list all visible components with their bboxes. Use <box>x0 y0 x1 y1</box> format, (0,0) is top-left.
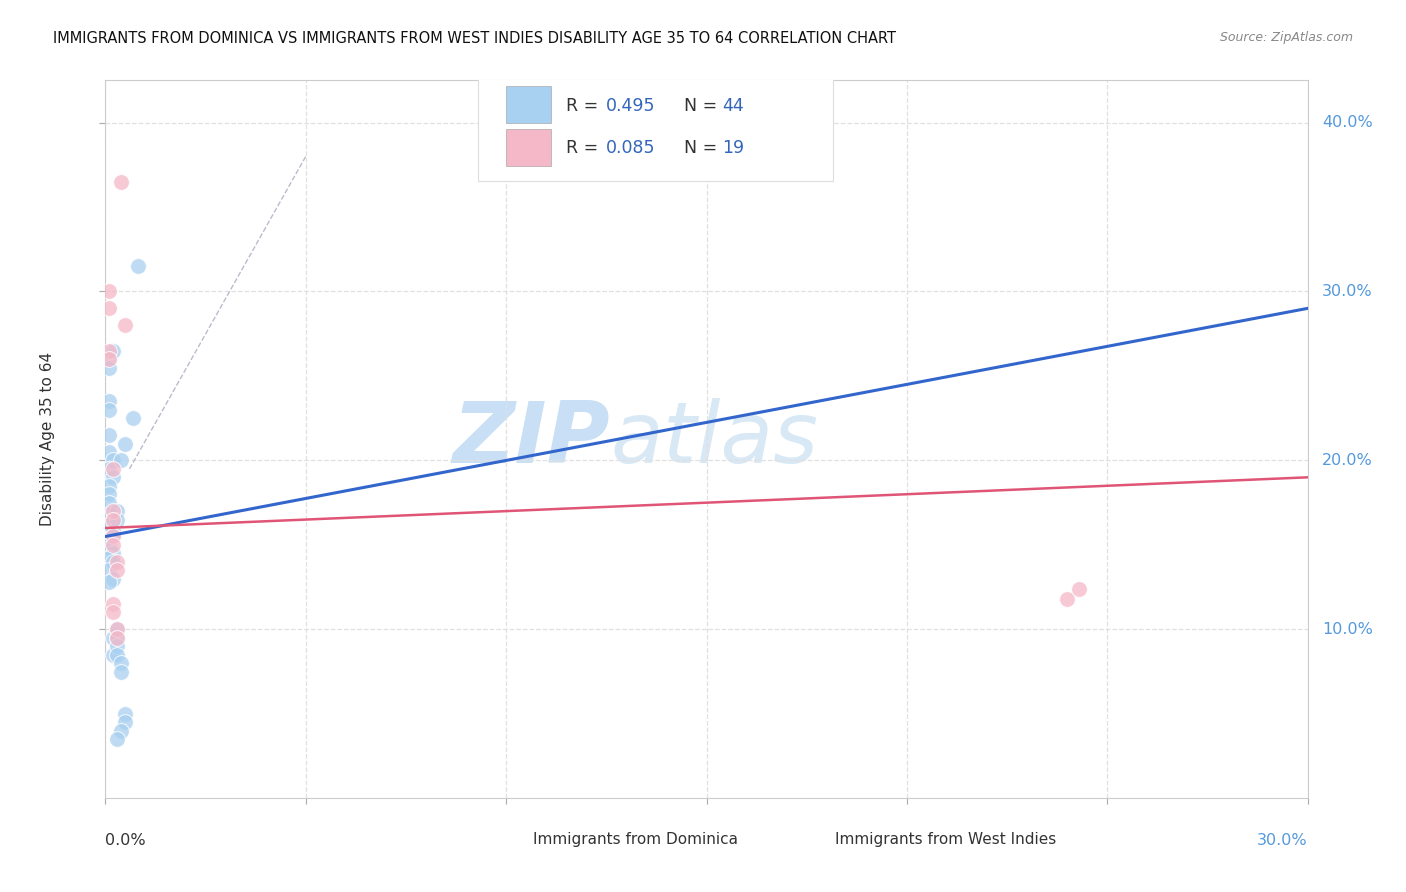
Text: Immigrants from West Indies: Immigrants from West Indies <box>835 831 1056 847</box>
Text: R =: R = <box>565 139 603 158</box>
Point <box>107 640 129 654</box>
Point <box>110 175 132 189</box>
Point <box>98 285 121 299</box>
Text: 40.0%: 40.0% <box>1322 115 1372 130</box>
Text: 0.495: 0.495 <box>606 97 655 115</box>
Point <box>98 352 121 367</box>
FancyBboxPatch shape <box>506 129 551 167</box>
Point <box>114 715 136 730</box>
Point <box>107 648 129 662</box>
Point <box>103 538 125 552</box>
Point <box>98 352 121 367</box>
Text: 44: 44 <box>723 97 744 115</box>
Text: Disability Age 35 to 64: Disability Age 35 to 64 <box>41 352 55 526</box>
Point <box>98 479 121 493</box>
Point <box>98 517 121 532</box>
Point <box>103 462 125 476</box>
Point <box>103 648 125 662</box>
Point <box>98 428 121 442</box>
Point <box>103 631 125 645</box>
Point <box>103 512 125 526</box>
Text: ZIP: ZIP <box>453 398 610 481</box>
Point <box>98 394 121 409</box>
Point <box>103 572 125 586</box>
FancyBboxPatch shape <box>478 70 832 181</box>
Text: IMMIGRANTS FROM DOMINICA VS IMMIGRANTS FROM WEST INDIES DISABILITY AGE 35 TO 64 : IMMIGRANTS FROM DOMINICA VS IMMIGRANTS F… <box>53 31 897 46</box>
Point <box>103 529 125 543</box>
Point <box>114 436 136 450</box>
Point <box>98 462 121 476</box>
Text: 30.0%: 30.0% <box>1257 833 1308 847</box>
Text: atlas: atlas <box>610 398 818 481</box>
Text: Immigrants from Dominica: Immigrants from Dominica <box>533 831 738 847</box>
Point <box>107 631 129 645</box>
Point <box>98 575 121 590</box>
Point <box>103 546 125 560</box>
Point <box>127 259 149 273</box>
Point <box>103 512 125 526</box>
Point <box>107 512 129 526</box>
FancyBboxPatch shape <box>790 829 824 852</box>
Point <box>114 706 136 721</box>
Text: 20.0%: 20.0% <box>1322 453 1372 468</box>
Point <box>98 402 121 417</box>
Text: N =: N = <box>683 139 723 158</box>
Point <box>98 301 121 316</box>
Point <box>107 631 129 645</box>
Point <box>98 563 121 577</box>
Point <box>107 623 129 637</box>
Point <box>107 504 129 518</box>
Point <box>110 453 132 467</box>
Text: R =: R = <box>565 97 603 115</box>
Point <box>103 524 125 539</box>
Text: 10.0%: 10.0% <box>1322 622 1372 637</box>
Point <box>103 453 125 467</box>
Point <box>103 555 125 569</box>
Point <box>103 504 125 518</box>
Point <box>107 623 129 637</box>
FancyBboxPatch shape <box>506 86 551 123</box>
Point <box>98 445 121 459</box>
Point <box>110 723 132 738</box>
Point <box>122 411 145 425</box>
Text: Source: ZipAtlas.com: Source: ZipAtlas.com <box>1219 31 1353 45</box>
Point <box>98 538 121 552</box>
Point <box>98 508 121 522</box>
Point <box>1069 582 1091 596</box>
Point <box>1056 591 1078 606</box>
Text: N =: N = <box>683 97 723 115</box>
Text: 19: 19 <box>723 139 744 158</box>
Text: 0.0%: 0.0% <box>105 833 146 847</box>
Point <box>110 665 132 679</box>
Point <box>98 343 121 358</box>
Point <box>98 541 121 556</box>
Point <box>103 529 125 543</box>
Point <box>103 597 125 611</box>
Point <box>107 732 129 747</box>
Point <box>103 343 125 358</box>
Point <box>103 606 125 620</box>
Point <box>98 551 121 566</box>
FancyBboxPatch shape <box>491 829 524 852</box>
Point <box>103 470 125 484</box>
Point <box>110 656 132 670</box>
Point <box>98 487 121 501</box>
Text: 30.0%: 30.0% <box>1322 284 1372 299</box>
Point <box>107 563 129 577</box>
Text: 0.085: 0.085 <box>606 139 655 158</box>
Point <box>98 360 121 375</box>
Point <box>98 496 121 510</box>
Point <box>107 555 129 569</box>
Point <box>114 318 136 333</box>
